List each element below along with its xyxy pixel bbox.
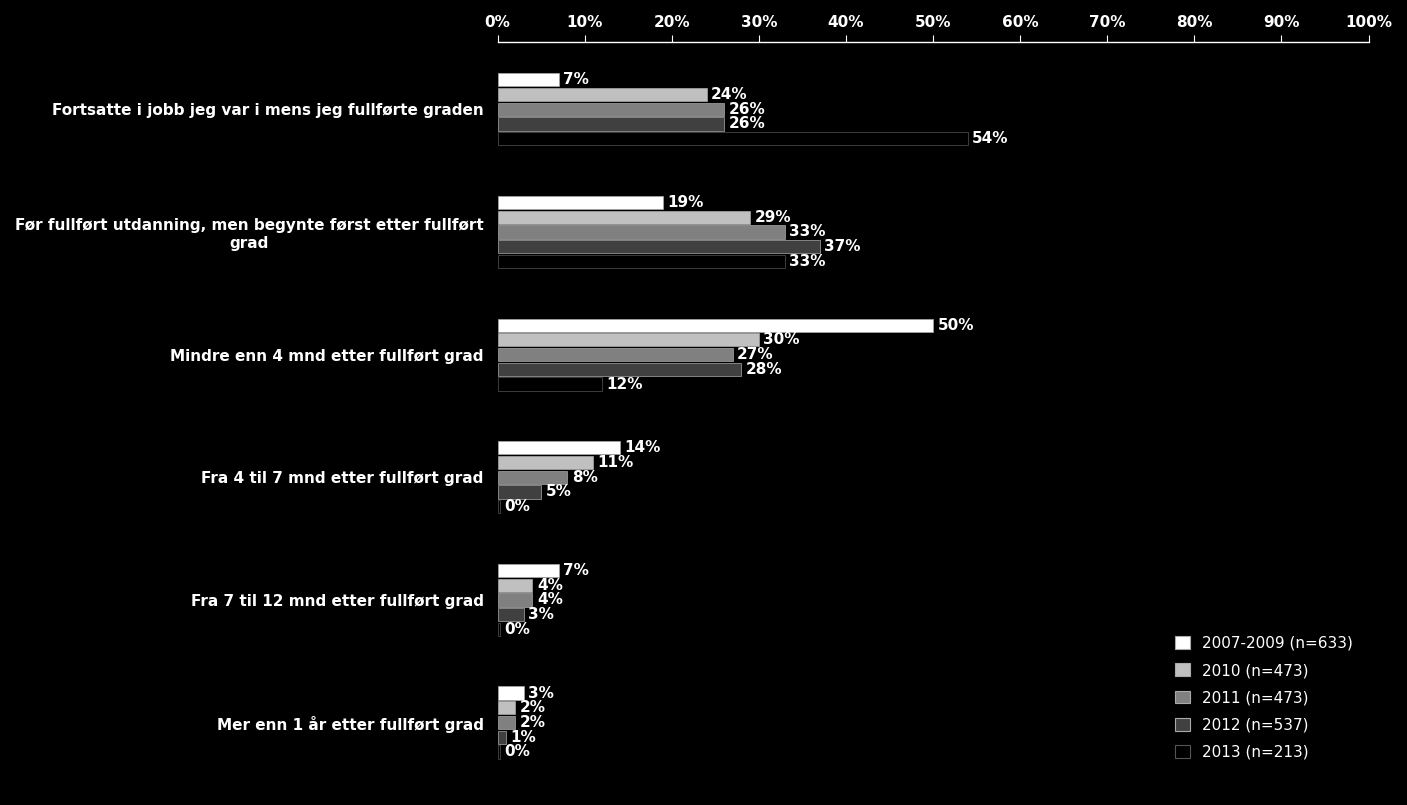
Bar [498,319,933,332]
Bar [498,333,758,346]
Text: 7%: 7% [563,563,588,578]
Bar [498,240,820,254]
Bar [498,196,663,209]
Text: 7%: 7% [563,72,588,87]
Text: 27%: 27% [737,347,774,362]
Text: 37%: 37% [825,239,861,254]
Bar [498,687,523,700]
Text: 19%: 19% [667,195,704,210]
Text: 3%: 3% [528,607,554,622]
Text: 33%: 33% [789,254,826,269]
Bar [498,701,515,715]
Bar [498,88,706,101]
Text: 2%: 2% [519,715,546,730]
Text: 3%: 3% [528,686,554,700]
Text: 33%: 33% [789,225,826,239]
Text: 4%: 4% [537,578,563,592]
Text: 26%: 26% [729,117,765,131]
Text: 50%: 50% [937,318,974,332]
Bar [498,579,532,592]
Text: 0%: 0% [505,745,530,759]
Bar [498,73,559,86]
Text: 1%: 1% [511,730,536,745]
Bar [498,593,532,606]
Text: 5%: 5% [546,485,571,499]
Bar [498,500,501,514]
Text: 54%: 54% [972,131,1009,147]
Bar [498,363,741,376]
Text: 26%: 26% [729,101,765,117]
Text: 2%: 2% [519,700,546,716]
Text: 24%: 24% [711,87,747,102]
Text: 29%: 29% [754,209,791,225]
Text: 11%: 11% [598,455,635,470]
Bar [498,254,785,268]
Bar [498,225,785,238]
Text: 30%: 30% [763,332,799,347]
Bar [498,132,968,146]
Bar [498,745,501,758]
Text: 0%: 0% [505,499,530,514]
Bar [498,456,594,469]
Bar [498,103,725,116]
Bar [498,118,725,130]
Bar [498,608,523,621]
Text: 14%: 14% [623,440,660,456]
Bar [498,485,542,498]
Text: 12%: 12% [606,377,643,391]
Bar [498,564,559,577]
Bar [498,731,507,744]
Bar [498,348,733,361]
Text: 0%: 0% [505,621,530,637]
Bar [498,378,602,390]
Bar [498,623,501,636]
Bar [498,211,750,224]
Bar [498,441,619,454]
Bar [498,471,567,484]
Legend: 2007-2009 (n=633), 2010 (n=473), 2011 (n=473), 2012 (n=537), 2013 (n=213): 2007-2009 (n=633), 2010 (n=473), 2011 (n… [1168,628,1361,767]
Bar [498,716,515,729]
Text: 4%: 4% [537,592,563,608]
Text: 28%: 28% [746,361,782,377]
Text: 8%: 8% [571,470,598,485]
